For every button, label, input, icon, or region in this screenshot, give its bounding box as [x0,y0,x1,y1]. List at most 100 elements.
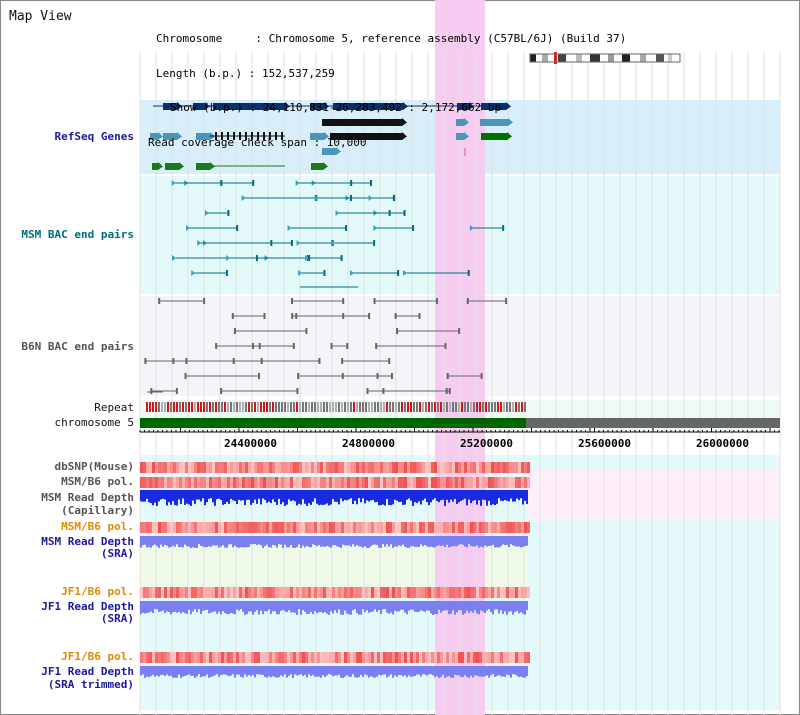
depth-bar [268,536,270,548]
heat-cell [419,652,422,663]
depth-bar [228,601,230,615]
heat-cell [479,652,482,663]
bac-end [296,240,301,246]
heat-cell [356,652,359,663]
heat-cell [404,587,407,598]
depth-bar [356,490,358,505]
heat-cell [188,462,191,473]
depth-bar [426,601,428,611]
depth-bar [288,490,290,500]
heat-cell [497,652,500,663]
track-label-msm-b6-pol-1[interactable]: MSM/B6 pol. [61,475,134,488]
heat-cell [215,462,218,473]
depth-bar [354,666,356,678]
depth-bar [334,536,336,546]
chromosome-ideogram[interactable] [528,52,684,64]
heat-cell [377,652,380,663]
depth-bar [520,666,522,677]
depth-bar [496,490,498,504]
track-label-jf1-depth-trim[interactable]: JF1 Read Depth [41,665,134,678]
heat-cell [407,587,410,598]
track-label-jf1-b6-pol-1[interactable]: JF1/B6 pol. [61,585,134,598]
track-label-msm-bac[interactable]: MSM BAC end pairs [21,228,134,241]
depth-bar [390,601,392,613]
heat-cell [329,477,332,488]
heat-cell [455,587,458,598]
depth-bar [262,666,264,675]
heat-cell [287,522,290,533]
depth-bar [200,536,202,546]
depth-bar [186,601,188,615]
heat-cell [326,477,329,488]
depth-bar [246,536,248,548]
depth-bar [236,601,238,610]
track-label-dbsnp[interactable]: dbSNP(Mouse) [54,460,134,473]
repeat-mark [374,402,376,412]
depth-bar [174,490,176,506]
depth-bar [156,666,158,676]
depth-bar [420,536,422,545]
depth-bar [216,536,218,546]
heat-cell [215,587,218,598]
heat-cell [389,477,392,488]
heat-cell [521,462,524,473]
heat-cell [140,477,143,488]
depth-bar [154,601,156,610]
heat-cell [431,477,434,488]
depth-bar [344,536,346,546]
show-range-info: Show (b.p.) : 24,110,831-26,283,492 : 2,… [170,101,502,114]
heat-cell [140,587,143,598]
depth-bar [454,666,456,675]
heat-cell [506,652,509,663]
depth-bar [414,666,416,676]
heat-cell [230,477,233,488]
depth-bar [212,601,214,612]
bac-end [233,328,236,334]
depth-bar [410,601,412,610]
heat-cell [140,652,143,663]
depth-bar [518,536,520,547]
heat-cell [512,477,515,488]
repeat-mark [338,402,340,412]
heat-cell [146,462,149,473]
track-label-jf1-b6-pol-2[interactable]: JF1/B6 pol. [61,650,134,663]
depth-bar [218,601,220,612]
depth-bar [198,536,200,545]
repeat-mark [251,402,253,412]
track-label-refseq[interactable]: RefSeq Genes [54,130,134,143]
depth-bar [266,536,268,545]
heat-cell [437,477,440,488]
heat-cell [362,522,365,533]
heat-cell [236,522,239,533]
heat-cell [275,522,278,533]
track-label-msm-depth-sra[interactable]: MSM Read Depth [41,535,134,548]
depth-bar [294,601,296,613]
heat-cell [512,652,515,663]
bac-end [258,343,261,349]
depth-bar [280,666,282,676]
depth-bar [416,666,418,675]
depth-bar [504,536,506,546]
depth-bar [520,536,522,548]
heat-cell [356,587,359,598]
heat-cell [503,652,506,663]
heat-cell [266,587,269,598]
heat-cell [413,477,416,488]
track-label-b6n-bac[interactable]: B6N BAC end pairs [21,340,134,353]
repeat-mark [305,402,307,412]
track-label-repeat[interactable]: Repeat [94,401,134,414]
heat-cell [356,522,359,533]
heat-cell [194,462,197,473]
track-label-msm-depth-cap[interactable]: MSM Read Depth [41,491,134,504]
depth-bar [274,490,276,502]
depth-bar [170,490,172,505]
track-label-jf1-depth-sra[interactable]: JF1 Read Depth [41,600,134,613]
track-label-msm-b6-pol-2[interactable]: MSM/B6 pol. [61,520,134,533]
bac-end [448,388,451,394]
depth-bar [492,601,494,615]
depth-bar [146,536,148,548]
depth-bar [250,490,252,505]
heat-cell [194,477,197,488]
heat-cell [173,587,176,598]
